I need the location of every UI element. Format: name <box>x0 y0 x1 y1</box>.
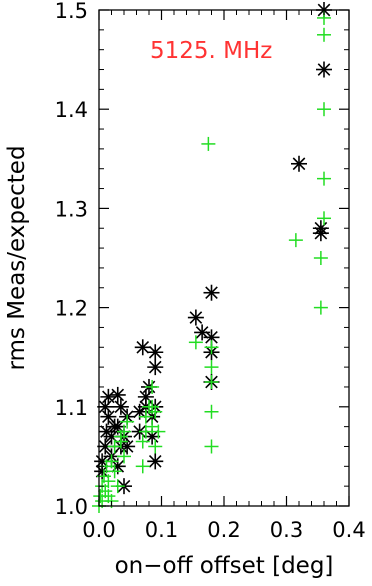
asterisk-point <box>203 284 220 301</box>
plus-point <box>201 136 216 151</box>
asterisk-stroke <box>98 440 112 453</box>
x-tick-label: 0.1 <box>145 518 178 542</box>
x-tick-label: 0.4 <box>332 518 365 542</box>
asterisk-point <box>100 388 117 405</box>
plus-point <box>313 251 328 265</box>
asterisk-stroke <box>111 388 125 402</box>
ticklabels-layer: 0.0 0.1 0.2 0.3 0.4 1.0 1.1 1.2 1.3 1.4 1.5 <box>55 0 366 542</box>
plus-point <box>117 449 131 464</box>
plus-point <box>204 375 219 389</box>
marks-layer <box>92 2 332 513</box>
plus-point <box>288 233 303 248</box>
asterisk-stroke <box>102 410 115 424</box>
x-tick-label: 0.0 <box>82 518 115 542</box>
plus-point <box>138 409 153 424</box>
asterisk-stroke <box>95 455 109 468</box>
x-tick-label: 0.2 <box>207 518 240 542</box>
asterisk-stroke <box>205 331 218 344</box>
asterisk-point <box>134 339 151 356</box>
plus-point <box>101 474 116 489</box>
asterisk-point <box>187 309 204 326</box>
plus-point <box>151 424 166 439</box>
plus-point <box>204 340 219 355</box>
asterisk-stroke <box>205 286 218 300</box>
asterisk-stroke <box>292 157 306 171</box>
y-tick-label: 1.5 <box>55 0 88 23</box>
asterisk-point <box>147 344 164 361</box>
y-tick-label: 1.1 <box>55 396 88 420</box>
asterisk-stroke <box>148 455 162 468</box>
x-axis-label: on−off offset [deg] <box>115 553 334 579</box>
asterisk-stroke <box>148 360 162 374</box>
asterisk-point <box>147 453 164 470</box>
plus-point <box>317 211 331 226</box>
plus-point <box>104 454 119 469</box>
asterisk-stroke <box>189 311 203 324</box>
plus-point <box>204 439 219 454</box>
plus-point <box>145 379 160 394</box>
plus-point <box>110 479 125 494</box>
plus-point <box>117 424 131 439</box>
asterisk-point <box>312 225 329 242</box>
plus-point <box>317 171 331 186</box>
asterisk-point <box>109 386 126 403</box>
plus-point <box>317 102 331 117</box>
frequency-annotation: 5125. MHz <box>150 38 272 64</box>
asterisk-stroke <box>133 405 146 419</box>
asterisk-point <box>100 408 117 425</box>
asterisk-point <box>147 359 164 376</box>
asterisk-point <box>291 155 307 172</box>
y-tick-label: 1.3 <box>55 197 88 221</box>
plus-point <box>204 404 219 419</box>
asterisk-stroke <box>136 340 150 354</box>
asterisk-stroke <box>102 390 115 404</box>
y-tick-label: 1.0 <box>55 495 88 519</box>
ticks-layer <box>98 9 350 507</box>
asterisk-point <box>112 398 129 415</box>
asterisk-stroke <box>314 226 328 240</box>
plus-point <box>204 360 219 375</box>
plus-point <box>317 27 331 42</box>
plus-point <box>113 434 128 449</box>
asterisk-stroke <box>111 420 125 433</box>
plus-point <box>120 414 135 429</box>
plus-point <box>188 335 203 350</box>
plus-point <box>148 404 163 419</box>
y-tick-label: 1.2 <box>55 297 88 321</box>
y-axis-label: rms Meas/expected <box>4 145 30 370</box>
asterisk-point <box>316 61 332 78</box>
asterisk-stroke <box>145 430 159 443</box>
x-tick-label: 0.3 <box>270 518 303 542</box>
asterisk-stroke <box>317 63 331 76</box>
asterisk-stroke <box>195 326 209 339</box>
asterisk-stroke <box>114 400 128 414</box>
asterisk-stroke <box>148 345 162 359</box>
plus-point <box>135 434 150 449</box>
plus-point <box>107 464 122 479</box>
plus-point <box>135 459 150 474</box>
plus-point <box>313 300 328 315</box>
plus-point <box>148 439 163 454</box>
y-tick-label: 1.4 <box>55 98 88 122</box>
